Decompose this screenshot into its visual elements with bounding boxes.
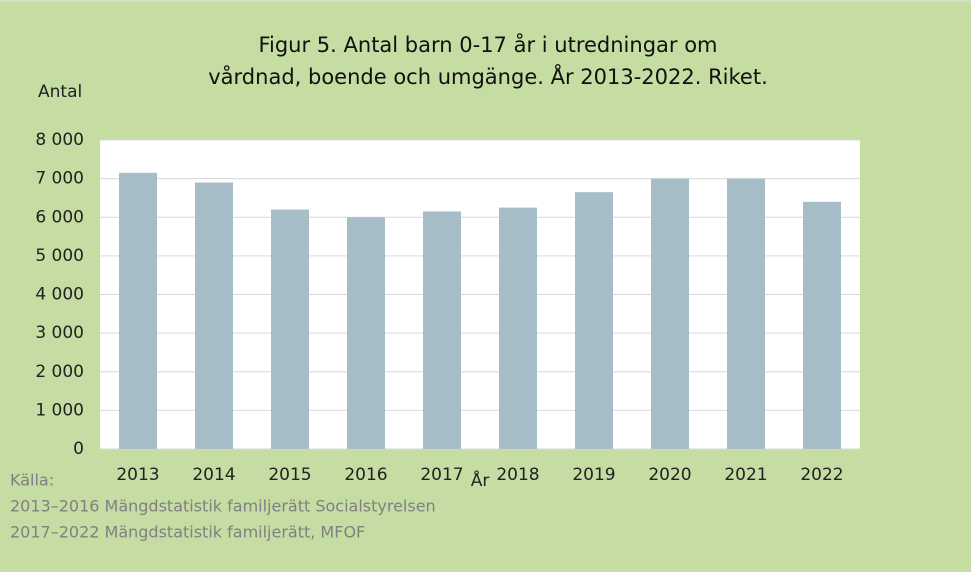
y-tick-label: 7 000 bbox=[35, 169, 84, 189]
bar bbox=[423, 211, 461, 449]
y-tick-label: 6 000 bbox=[35, 207, 84, 227]
bar bbox=[651, 178, 689, 449]
x-axis-label: År bbox=[471, 469, 490, 491]
y-tick-label: 2 000 bbox=[35, 362, 84, 382]
x-tick-label: 2019 bbox=[572, 465, 615, 485]
bar bbox=[727, 178, 765, 449]
x-tick-label: 2020 bbox=[648, 465, 691, 485]
y-tick-label: 8 000 bbox=[35, 130, 84, 150]
x-tick-label: 2015 bbox=[268, 465, 311, 485]
x-tick-label: 2021 bbox=[724, 465, 767, 485]
bar bbox=[499, 207, 537, 449]
bar bbox=[271, 209, 309, 449]
x-tick-label: 2014 bbox=[192, 465, 235, 485]
bar bbox=[575, 192, 613, 450]
y-tick-label: 3 000 bbox=[35, 323, 84, 343]
chart-title: Figur 5. Antal barn 0-17 år i utredninga… bbox=[258, 32, 717, 57]
y-tick-label: 5 000 bbox=[35, 246, 84, 266]
x-tick-label: 2017 bbox=[420, 465, 463, 485]
y-tick-label: 1 000 bbox=[35, 400, 84, 420]
bar bbox=[347, 217, 385, 449]
y-axis-label: Antal bbox=[38, 82, 82, 102]
bar bbox=[803, 201, 841, 449]
chart-title: vårdnad, boende och umgänge. År 2013-202… bbox=[208, 63, 768, 89]
x-tick-label: 2018 bbox=[496, 465, 539, 485]
source: Källa: bbox=[10, 471, 54, 490]
x-tick-label: 2022 bbox=[800, 465, 843, 485]
x-tick-label: 2013 bbox=[116, 465, 159, 485]
y-tick-label: 0 bbox=[73, 439, 84, 459]
bar bbox=[119, 172, 157, 450]
source: 2013–2016 Mängdstatistik familjerätt Soc… bbox=[10, 497, 436, 516]
bar bbox=[195, 182, 233, 450]
y-tick-label: 4 000 bbox=[35, 285, 84, 305]
source: 2017–2022 Mängdstatistik familjerätt, MF… bbox=[10, 523, 365, 542]
x-tick-label: 2016 bbox=[344, 465, 387, 485]
